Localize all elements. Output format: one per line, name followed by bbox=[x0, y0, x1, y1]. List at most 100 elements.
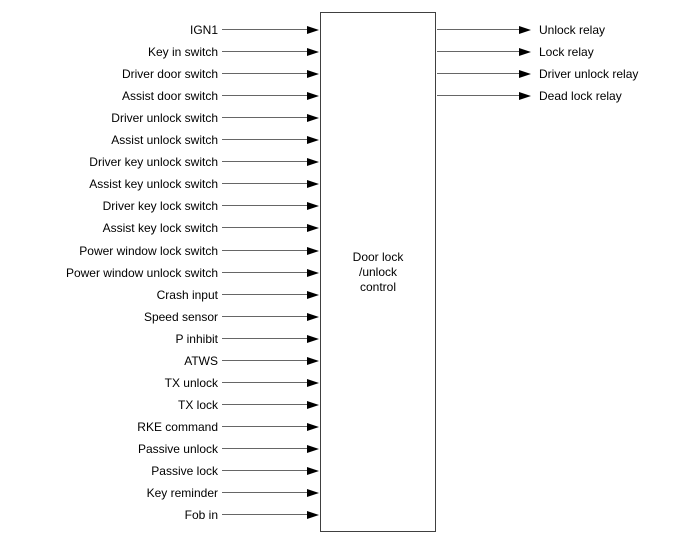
input-row-rke-command: RKE command bbox=[0, 419, 700, 435]
output-label: Driver unlock relay bbox=[539, 67, 639, 81]
arrowhead-icon bbox=[307, 247, 319, 255]
arrowhead-icon bbox=[307, 180, 319, 188]
output-row-dead-lock-relay: Dead lock relay bbox=[0, 88, 700, 104]
arrowhead-icon bbox=[307, 114, 319, 122]
arrowhead-icon bbox=[307, 335, 319, 343]
input-row-fob-in: Fob in bbox=[0, 507, 700, 523]
output-label: Lock relay bbox=[539, 45, 594, 59]
signal-wire bbox=[222, 514, 308, 515]
signal-wire bbox=[437, 51, 519, 52]
arrowhead-icon bbox=[519, 92, 531, 100]
input-label: Assist door switch bbox=[121, 89, 218, 103]
signal-wire bbox=[222, 139, 308, 140]
input-row-speed-sensor: Speed sensor bbox=[0, 309, 700, 325]
arrowhead-icon bbox=[307, 379, 319, 387]
input-row-passive-lock: Passive lock bbox=[0, 463, 700, 479]
input-label: P inhibit bbox=[175, 332, 218, 346]
input-label: Assist key lock switch bbox=[102, 221, 218, 235]
signal-wire bbox=[222, 404, 308, 405]
arrowhead-icon bbox=[307, 445, 319, 453]
signal-wire bbox=[222, 426, 308, 427]
signal-wire bbox=[437, 29, 519, 30]
signal-wire bbox=[222, 382, 308, 383]
input-row-driver-key-lock-switch: Driver key lock switch bbox=[0, 198, 700, 214]
arrowhead-icon bbox=[307, 70, 319, 78]
input-label: Driver key unlock switch bbox=[89, 155, 218, 169]
signal-wire bbox=[222, 470, 308, 471]
arrowhead-icon bbox=[519, 26, 531, 34]
signal-wire bbox=[222, 183, 308, 184]
input-row-assist-unlock-switch: Assist unlock switch bbox=[0, 132, 700, 148]
signal-wire bbox=[222, 492, 308, 493]
arrowhead-icon bbox=[519, 70, 531, 78]
output-label: Dead lock relay bbox=[539, 89, 622, 103]
signal-wire bbox=[222, 360, 308, 361]
input-label: Key in switch bbox=[147, 45, 218, 59]
signal-wire bbox=[222, 95, 308, 96]
output-row-driver-unlock-relay: Driver unlock relay bbox=[0, 66, 700, 82]
arrowhead-icon bbox=[307, 136, 319, 144]
input-label: ATWS bbox=[184, 354, 218, 368]
input-label: Passive unlock bbox=[137, 442, 218, 456]
input-row-driver-unlock-switch: Driver unlock switch bbox=[0, 110, 700, 126]
signal-wire bbox=[222, 73, 308, 74]
input-label: Power window unlock switch bbox=[65, 266, 218, 280]
arrowhead-icon bbox=[307, 48, 319, 56]
input-row-atws: ATWS bbox=[0, 353, 700, 369]
signal-wire bbox=[222, 161, 308, 162]
signal-wire bbox=[437, 95, 519, 96]
arrowhead-icon bbox=[307, 202, 319, 210]
arrowhead-icon bbox=[307, 511, 319, 519]
input-row-power-window-unlock-switch: Power window unlock switch bbox=[0, 265, 700, 281]
arrowhead-icon bbox=[307, 401, 319, 409]
signal-wire bbox=[222, 205, 308, 206]
signal-wire bbox=[222, 448, 308, 449]
input-row-assist-key-unlock-switch: Assist key unlock switch bbox=[0, 176, 700, 192]
input-row-passive-unlock: Passive unlock bbox=[0, 441, 700, 457]
input-label: Key reminder bbox=[146, 486, 218, 500]
input-label: Driver unlock switch bbox=[111, 111, 218, 125]
signal-wire bbox=[222, 29, 308, 30]
block-label-line: Door lock bbox=[352, 249, 404, 264]
signal-wire bbox=[222, 250, 308, 251]
input-label: TX lock bbox=[177, 398, 218, 412]
signal-wire bbox=[222, 117, 308, 118]
arrowhead-icon bbox=[307, 467, 319, 475]
signal-wire bbox=[222, 51, 308, 52]
arrowhead-icon bbox=[307, 158, 319, 166]
block-label-line: control bbox=[359, 279, 397, 294]
signal-wire bbox=[222, 338, 308, 339]
input-row-crash-input: Crash input bbox=[0, 287, 700, 303]
signal-wire bbox=[222, 227, 308, 228]
input-label: TX unlock bbox=[164, 376, 218, 390]
input-label: Crash input bbox=[156, 288, 218, 302]
input-label: Driver key lock switch bbox=[102, 199, 218, 213]
input-label: Speed sensor bbox=[143, 310, 218, 324]
input-label: Assist key unlock switch bbox=[89, 177, 218, 191]
arrowhead-icon bbox=[307, 269, 319, 277]
input-label: IGN1 bbox=[189, 23, 218, 37]
arrowhead-icon bbox=[307, 92, 319, 100]
input-row-key-reminder: Key reminder bbox=[0, 485, 700, 501]
input-row-tx-lock: TX lock bbox=[0, 397, 700, 413]
arrowhead-icon bbox=[307, 489, 319, 497]
block-label: Door lock /unlock control bbox=[353, 250, 404, 295]
signal-wire bbox=[222, 294, 308, 295]
input-row-assist-door-switch: Assist door switch bbox=[0, 88, 700, 104]
arrowhead-icon bbox=[519, 48, 531, 56]
control-block: Door lock /unlock control bbox=[320, 12, 436, 532]
input-row-driver-key-unlock-switch: Driver key unlock switch bbox=[0, 154, 700, 170]
input-label: Passive lock bbox=[151, 464, 218, 478]
output-label: Unlock relay bbox=[539, 23, 606, 37]
input-label: RKE command bbox=[137, 420, 218, 434]
output-row-unlock-relay: Unlock relay bbox=[0, 22, 700, 38]
arrowhead-icon bbox=[307, 423, 319, 431]
arrowhead-icon bbox=[307, 291, 319, 299]
output-row-lock-relay: Lock relay bbox=[0, 44, 700, 60]
arrowhead-icon bbox=[307, 26, 319, 34]
input-label: Power window lock switch bbox=[79, 244, 218, 258]
input-label: Driver door switch bbox=[121, 67, 218, 81]
arrowhead-icon bbox=[307, 313, 319, 321]
input-row-assist-key-lock-switch: Assist key lock switch bbox=[0, 220, 700, 236]
